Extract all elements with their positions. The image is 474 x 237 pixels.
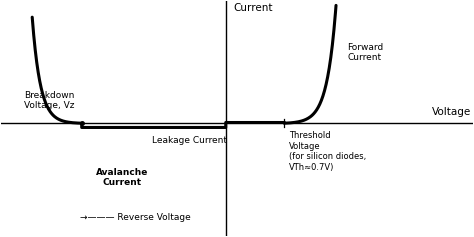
Text: Voltage: Voltage <box>432 107 471 117</box>
Text: Breakdown
Voltage, Vz: Breakdown Voltage, Vz <box>25 91 75 110</box>
Text: Leakage Current: Leakage Current <box>152 136 227 145</box>
Text: Avalanche
Current: Avalanche Current <box>96 168 148 187</box>
Text: Threshold
Voltage
(for silicon diodes,
VTh≈0.7V): Threshold Voltage (for silicon diodes, V… <box>289 132 366 172</box>
Text: →——— Reverse Voltage: →——— Reverse Voltage <box>81 213 191 222</box>
Text: Forward
Current: Forward Current <box>347 43 383 62</box>
Text: Current: Current <box>234 3 273 13</box>
